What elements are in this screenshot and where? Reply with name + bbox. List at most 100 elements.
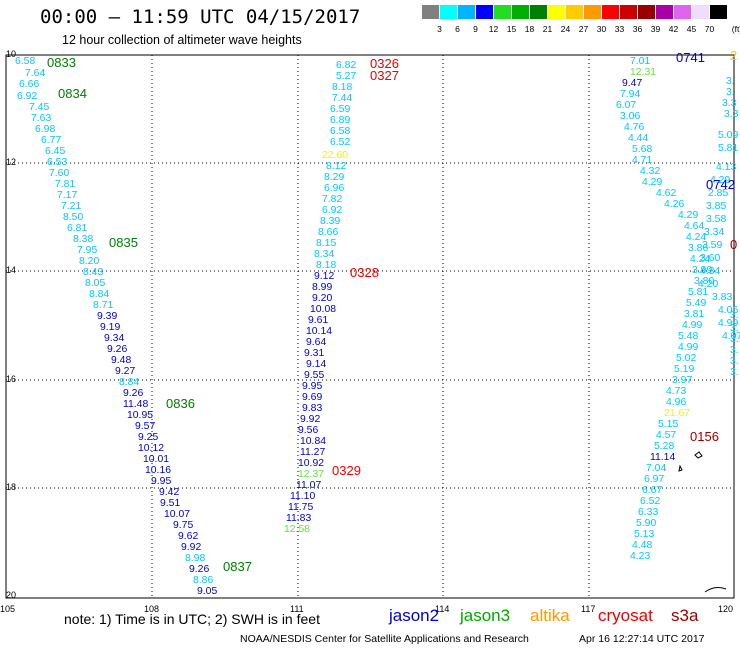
wave-height-value: 4.62 bbox=[656, 188, 677, 199]
mission-jason2: jason2 bbox=[389, 606, 440, 625]
wave-height-value: 9.64 bbox=[306, 337, 327, 348]
wave-height-value: 6.07 bbox=[616, 100, 637, 111]
scale-label: 21 bbox=[542, 24, 553, 34]
wave-height-value: 4.29 bbox=[642, 177, 663, 188]
wave-height-value: 11.83 bbox=[286, 513, 312, 524]
scale-label: 18 bbox=[524, 24, 535, 34]
wave-height-value: 7.81 bbox=[55, 179, 76, 190]
wave-height-value: 7.63 bbox=[31, 113, 52, 124]
lon-tick-label: 120 bbox=[718, 604, 734, 614]
wave-height-value: 6.98 bbox=[35, 124, 56, 135]
wave-height-value: 4.13 bbox=[716, 162, 737, 173]
wave-height-value: 6.77 bbox=[41, 135, 62, 146]
pass-time-label: 0328 bbox=[350, 265, 379, 280]
scale-unit: (ft) bbox=[731, 24, 740, 34]
wave-height-value: 9.20 bbox=[312, 293, 333, 304]
pass-time-label: 0742 bbox=[706, 177, 735, 192]
wave-height-value: 6.59 bbox=[330, 104, 351, 115]
scale-label: 42 bbox=[668, 24, 679, 34]
wave-height-value: 3. bbox=[730, 334, 739, 345]
wave-height-value: 5.81 bbox=[718, 143, 739, 154]
wave-height-value: 9.92 bbox=[300, 414, 321, 425]
map-grid bbox=[6, 55, 734, 598]
wave-height-value: 11.48 bbox=[123, 399, 149, 410]
wave-height-value: 5.68 bbox=[632, 144, 653, 155]
scale-swatch bbox=[422, 5, 439, 19]
wave-height-value: 12.58 bbox=[284, 524, 311, 535]
pass-time-label: 0 bbox=[730, 237, 738, 252]
wave-height-value: 8.84 bbox=[89, 289, 110, 300]
wave-height-value: 4.76 bbox=[624, 122, 645, 133]
wave-height-value: 4.29 bbox=[710, 175, 731, 186]
wave-height-value: 7.95 bbox=[77, 245, 98, 256]
wave-height-value: 3.3 bbox=[722, 98, 737, 109]
scale-swatch bbox=[494, 5, 511, 19]
generated-timestamp: Apr 16 12:27:14 UTC 2017 bbox=[579, 633, 705, 645]
wave-height-value: 8.43 bbox=[83, 267, 104, 278]
wave-height-value: 5.13 bbox=[634, 529, 655, 540]
wave-height-value: 6.45 bbox=[45, 146, 66, 157]
wave-height-value: 5.49 bbox=[686, 298, 707, 309]
pass-time-label: 0834 bbox=[58, 86, 87, 101]
wave-height-value: 4.32 bbox=[640, 166, 661, 177]
wave-height-value: 3. bbox=[730, 356, 739, 367]
pass-time-label: 2 bbox=[730, 48, 738, 63]
scale-swatch bbox=[566, 5, 583, 19]
wave-height-value: 9.95 bbox=[302, 381, 323, 392]
wave-height-value: 8.71 bbox=[93, 300, 114, 311]
lat-tick-label: 12 bbox=[6, 157, 17, 167]
scale-swatch bbox=[584, 5, 601, 19]
wave-height-value: 9.55 bbox=[304, 370, 325, 381]
scale-swatch bbox=[476, 5, 493, 19]
coastline bbox=[678, 451, 727, 593]
wave-height-value: 5.15 bbox=[658, 419, 679, 430]
wave-height-value: 4.73 bbox=[666, 386, 687, 397]
wave-height-value: 5.02 bbox=[676, 353, 697, 364]
scale-swatch bbox=[512, 5, 529, 19]
wave-height-value: 9.92 bbox=[181, 542, 202, 553]
wave-height-value: 4.20 bbox=[698, 279, 719, 290]
wave-height-value: 12.31 bbox=[630, 67, 657, 78]
wave-height-value: 8.12 bbox=[326, 161, 347, 172]
wave-height-value: 8.86 bbox=[193, 575, 214, 586]
wave-height-value: 4.99 bbox=[718, 318, 739, 329]
wave-height-value: 10.92 bbox=[298, 458, 325, 469]
wave-height-value: 7.94 bbox=[620, 89, 641, 100]
lon-tick-label: 111 bbox=[290, 604, 304, 614]
wave-height-value: 3.86 bbox=[688, 243, 709, 254]
wave-height-value: 3. bbox=[726, 76, 735, 87]
wave-height-value: 8.66 bbox=[318, 227, 339, 238]
wave-height-value: 10.12 bbox=[138, 443, 165, 454]
wave-height-value: 3.81 bbox=[684, 309, 705, 320]
wave-height-value: 11.14 bbox=[650, 452, 676, 463]
scale-label: 6 bbox=[455, 24, 460, 34]
wave-height-value: 7.21 bbox=[61, 201, 82, 212]
wave-height-value: 6.33 bbox=[638, 507, 659, 518]
wave-height-value: 9.51 bbox=[160, 498, 181, 509]
wave-height-value: 8.84 bbox=[119, 377, 140, 388]
wave-height-value: 10.01 bbox=[143, 454, 170, 465]
lat-tick-label: 16 bbox=[6, 374, 17, 384]
wave-height-value: 8.98 bbox=[185, 553, 206, 564]
pass-time-label: 0835 bbox=[109, 235, 138, 250]
footer-note: note: 1) Time is in UTC; 2) SWH is in fe… bbox=[64, 611, 320, 627]
wave-height-value: 3.83 bbox=[712, 292, 733, 303]
wave-height-value: 8.34 bbox=[314, 249, 335, 260]
wave-height-value: 9.48 bbox=[111, 355, 132, 366]
wave-height-value: 7.64 bbox=[25, 68, 46, 79]
wave-height-value: 4.64 bbox=[684, 221, 705, 232]
wave-height-value: 5.28 bbox=[654, 441, 675, 452]
wave-height-value: 10.08 bbox=[310, 304, 337, 315]
wave-height-value: 8.50 bbox=[63, 212, 84, 223]
map-frame bbox=[5, 54, 735, 599]
lat-tick-label: 18 bbox=[6, 482, 17, 492]
wave-height-value: 8.38 bbox=[73, 234, 94, 245]
wave-height-value: 9.47 bbox=[622, 78, 643, 89]
wave-height-value: 4.29 bbox=[678, 210, 699, 221]
pass-time-label: 0837 bbox=[223, 559, 252, 574]
wave-height-value: 7.01 bbox=[630, 56, 651, 67]
wave-height-value: 2.85 bbox=[708, 188, 729, 199]
scale-swatch bbox=[656, 5, 673, 19]
wave-height-value: 4.07 bbox=[722, 331, 740, 342]
lat-tick-label: 10 bbox=[6, 49, 17, 59]
